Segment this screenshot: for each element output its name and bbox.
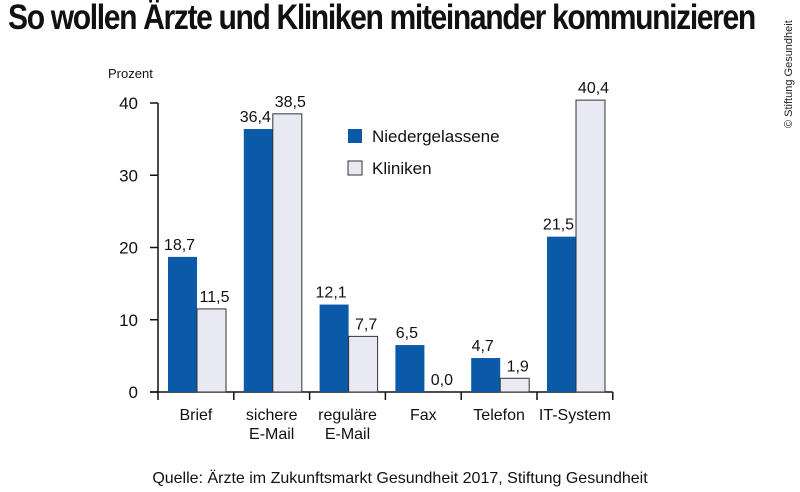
data-label: 4,7: [472, 338, 494, 355]
legend-swatch: [347, 160, 363, 176]
x-tick-label: IT-System: [539, 407, 611, 424]
legend-label: Kliniken: [372, 159, 432, 178]
y-tick-label: 20: [119, 239, 138, 258]
bar-niedergelassene: [168, 256, 197, 392]
bar-kliniken: [196, 308, 227, 393]
legend-label: Niedergelassene: [372, 127, 500, 146]
bar-niedergelassene: [319, 304, 349, 392]
legend-swatch: [348, 129, 362, 143]
bar-kliniken: [272, 113, 303, 393]
bar-niedergelassene: [243, 129, 273, 392]
bar-kliniken: [575, 99, 606, 393]
data-label: 21,5: [543, 217, 574, 234]
x-tick-label: Brief: [179, 407, 212, 424]
bar-kliniken: [348, 335, 379, 393]
data-label: 6,5: [396, 325, 418, 342]
data-label: 18,7: [164, 237, 195, 254]
x-tick-label: Telefon: [473, 407, 525, 424]
data-label: 36,4: [240, 109, 271, 126]
data-label: 1,9: [507, 358, 529, 375]
y-tick-label: 0: [129, 383, 138, 402]
x-tick-label: sichere: [246, 407, 298, 424]
y-tick-label: 30: [119, 166, 138, 185]
x-tick-label: reguläre: [318, 407, 377, 424]
y-tick-label: 10: [119, 311, 138, 330]
axes: 0 10 20 30 40 Brief sichere E-Mail reguläre E-Mai…: [119, 94, 614, 443]
bar-kliniken: [499, 377, 530, 393]
bar-niedergelassene: [547, 236, 576, 392]
chart-title: So wollen Ärzte und Kliniken miteinander…: [8, 0, 756, 37]
data-label: 0,0: [431, 372, 453, 389]
source-note: Quelle: Ärzte im Zukunftsmarkt Gesundhei…: [152, 470, 648, 487]
x-tick-label: E-Mail: [249, 426, 294, 443]
x-tick-label: Fax: [410, 407, 437, 424]
bar-niedergelassene: [471, 358, 501, 392]
data-label: 11,5: [200, 289, 230, 306]
data-label: 7,7: [355, 316, 377, 333]
legend: Niedergelassene Kliniken: [347, 127, 500, 178]
bar-niedergelassene: [395, 345, 425, 392]
data-label: 12,1: [316, 285, 347, 302]
bars: 18,7 36,4 12,1 6,5 4,7 21,5 11,5 38,5 7,7 0,0 1,9 4…: [164, 80, 609, 393]
data-label: 40,4: [578, 80, 609, 97]
data-label: 38,5: [275, 94, 306, 111]
y-tick-label: 40: [119, 94, 138, 113]
x-tick-label: E-Mail: [325, 426, 370, 443]
y-axis-label: Prozent: [108, 66, 153, 81]
